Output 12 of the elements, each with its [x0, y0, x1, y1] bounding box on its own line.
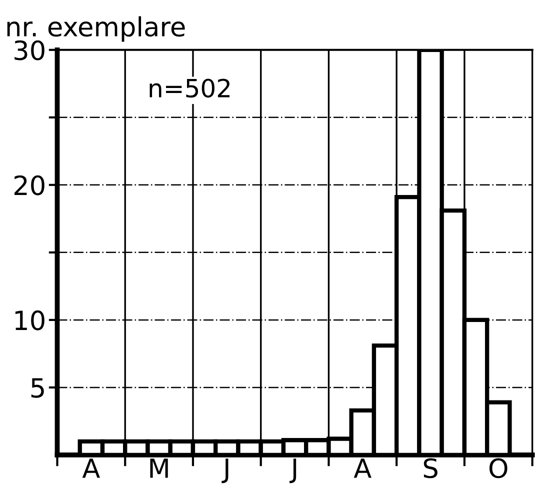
y-tick-label: 5	[31, 378, 44, 398]
y-tick-label: 10	[15, 310, 44, 330]
x-tick-label: O	[489, 458, 508, 478]
x-tick-label: A	[354, 458, 372, 478]
x-tick-label: M	[150, 458, 168, 478]
x-tick-label: J	[222, 458, 228, 484]
x-tick-label: J	[290, 458, 296, 484]
y-tick-label: 30	[14, 40, 44, 60]
annotation: n=502	[150, 78, 230, 98]
x-tick-label: S	[424, 458, 438, 478]
y-tick-label: 20	[14, 175, 44, 196]
x-tick-label: A	[82, 458, 100, 478]
